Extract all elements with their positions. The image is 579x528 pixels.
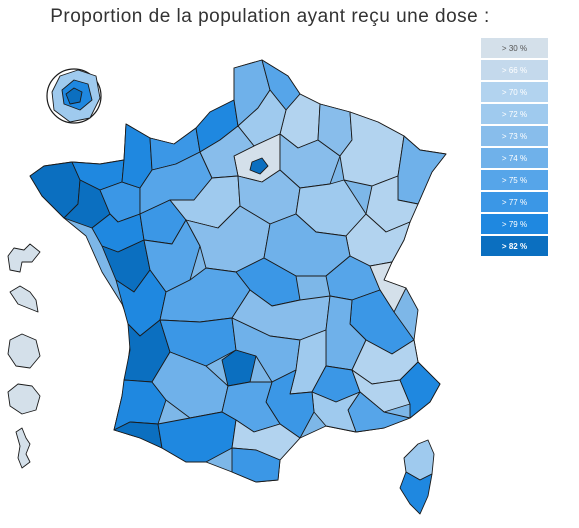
legend-item[interactable]: > 75 %: [481, 170, 548, 190]
legend-item[interactable]: > 79 %: [481, 214, 548, 234]
corsica-south[interactable]: [399, 471, 433, 515]
legend-item[interactable]: > 82 %: [481, 236, 548, 256]
department-alsace[interactable]: [397, 135, 447, 205]
martinique-island[interactable]: [9, 285, 39, 313]
department-alpes-maritimes[interactable]: [399, 361, 441, 419]
ile-de-france-inset-ring: [46, 68, 102, 124]
legend: > 30 % > 66 % > 70 % > 72 % > 73 % > 74 …: [481, 38, 548, 258]
legend-item[interactable]: > 77 %: [481, 192, 548, 212]
legend-item[interactable]: > 72 %: [481, 104, 548, 124]
legend-item[interactable]: > 66 %: [481, 60, 548, 80]
department-pyrenees-orientales[interactable]: [231, 447, 281, 483]
map-title: Proportion de la population ayant reçu u…: [50, 6, 490, 27]
reunion-island[interactable]: [7, 383, 41, 415]
legend-item[interactable]: > 74 %: [481, 148, 548, 168]
mayotte-island[interactable]: [15, 427, 31, 469]
department-paris[interactable]: [249, 157, 269, 175]
department-bouches-du-rhone[interactable]: [311, 391, 361, 433]
legend-item[interactable]: > 70 %: [481, 82, 548, 102]
department-lot[interactable]: [221, 349, 257, 387]
guyane-territory[interactable]: [7, 333, 41, 369]
department-pyrenees-atlantiques[interactable]: [113, 421, 163, 449]
legend-item[interactable]: > 30 %: [481, 38, 548, 58]
guadeloupe-island[interactable]: [7, 243, 41, 273]
inset-paris[interactable]: [65, 87, 83, 105]
legend-item[interactable]: > 73 %: [481, 126, 548, 146]
